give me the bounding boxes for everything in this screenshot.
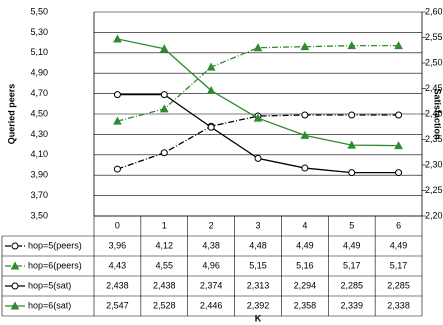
point xyxy=(160,149,168,157)
table-value: 5,17 xyxy=(343,260,361,270)
table-value: 2,374 xyxy=(200,280,223,290)
y-tick-label: 4,10 xyxy=(30,149,48,159)
legend-marker xyxy=(11,242,19,250)
table-value: 4,96 xyxy=(202,260,220,270)
table-value: 4,49 xyxy=(343,240,361,250)
table-value: 4,38 xyxy=(202,240,220,250)
point xyxy=(159,104,169,113)
x-tick-label: 5 xyxy=(349,220,354,230)
point xyxy=(207,123,215,131)
legend-label: hop=6(sat) xyxy=(28,300,71,310)
y-tick-label: 4,30 xyxy=(30,129,48,139)
table-value: 5,15 xyxy=(249,260,267,270)
point xyxy=(300,130,310,139)
y2-tick-label: 2,30 xyxy=(425,159,443,169)
table-value: 2,294 xyxy=(294,280,317,290)
y2-tick-label: 2,25 xyxy=(425,185,443,195)
point xyxy=(348,169,356,177)
table-value: 2,313 xyxy=(247,280,270,290)
legend-marker xyxy=(10,261,20,270)
table-value: 4,49 xyxy=(296,240,314,250)
table-value: 4,48 xyxy=(249,240,267,250)
point xyxy=(160,91,168,99)
y2-tick-label: 2,35 xyxy=(425,134,443,144)
y2-tick-label: 2,40 xyxy=(425,108,443,118)
x-tick-label: 3 xyxy=(255,220,260,230)
point xyxy=(301,164,309,172)
x-axis-label: K xyxy=(255,313,262,323)
line xyxy=(117,45,399,122)
point xyxy=(348,111,356,119)
table-value: 3,96 xyxy=(109,240,127,250)
point xyxy=(113,34,122,43)
point xyxy=(395,169,403,177)
point xyxy=(394,141,403,150)
y-tick-label: 3,50 xyxy=(30,210,48,220)
x-tick-label: 1 xyxy=(162,220,167,230)
y-tick-label: 3,90 xyxy=(30,170,48,180)
table-value: 4,55 xyxy=(156,260,174,270)
legend-label: hop=5(peers) xyxy=(28,240,82,250)
table-value: 2,392 xyxy=(247,300,270,310)
legend-label: hop=5(sat) xyxy=(28,280,71,290)
point xyxy=(113,91,121,99)
legend-marker xyxy=(11,282,19,290)
y-tick-label: 4,50 xyxy=(30,108,48,118)
table-value: 2,438 xyxy=(153,280,176,290)
table-value: 2,528 xyxy=(153,300,176,310)
point xyxy=(206,62,216,71)
table-value: 2,285 xyxy=(387,280,410,290)
y2-tick-label: 2,50 xyxy=(425,57,443,67)
point xyxy=(347,140,357,149)
y2-axis-label: Satisfaction xyxy=(433,88,443,139)
table-value: 2,438 xyxy=(106,280,129,290)
point xyxy=(394,41,403,50)
point xyxy=(253,113,263,122)
point xyxy=(159,44,169,53)
x-tick-label: 0 xyxy=(115,220,120,230)
y2-tick-label: 2,45 xyxy=(425,83,443,93)
point xyxy=(206,85,216,95)
y-tick-label: 5,10 xyxy=(30,47,48,57)
y-tick-label: 4,90 xyxy=(30,68,48,78)
point xyxy=(300,42,310,51)
point xyxy=(253,43,263,52)
y-tick-label: 4,70 xyxy=(30,88,48,98)
point xyxy=(113,165,121,173)
y-tick-label: 3,70 xyxy=(30,190,48,200)
table-value: 5,17 xyxy=(390,260,408,270)
y2-tick-label: 2,60 xyxy=(425,6,443,16)
y-tick-label: 5,30 xyxy=(30,27,48,37)
table-value: 2,446 xyxy=(200,300,223,310)
point xyxy=(347,41,357,50)
table-value: 4,43 xyxy=(109,260,127,270)
y-axis-label: Queried peers xyxy=(6,84,16,145)
table-value: 2,338 xyxy=(387,300,410,310)
y2-tick-label: 2,55 xyxy=(425,32,443,42)
table-value: 2,547 xyxy=(106,300,129,310)
point xyxy=(301,111,309,119)
point xyxy=(254,154,262,162)
line xyxy=(117,38,399,147)
table-value: 2,358 xyxy=(294,300,317,310)
table-value: 4,12 xyxy=(156,240,174,250)
legend-label: hop=6(peers) xyxy=(28,260,82,270)
legend-marker xyxy=(10,301,20,310)
table-value: 2,339 xyxy=(340,300,363,310)
y2-tick-label: 2,20 xyxy=(425,210,443,220)
point xyxy=(395,111,403,119)
x-tick-label: 4 xyxy=(302,220,307,230)
table-value: 2,285 xyxy=(340,280,363,290)
x-tick-label: 2 xyxy=(209,220,214,230)
table-value: 4,49 xyxy=(390,240,408,250)
point xyxy=(113,116,122,125)
x-tick-label: 6 xyxy=(396,220,401,230)
y-tick-label: 5,50 xyxy=(30,6,48,16)
table-value: 5,16 xyxy=(296,260,314,270)
